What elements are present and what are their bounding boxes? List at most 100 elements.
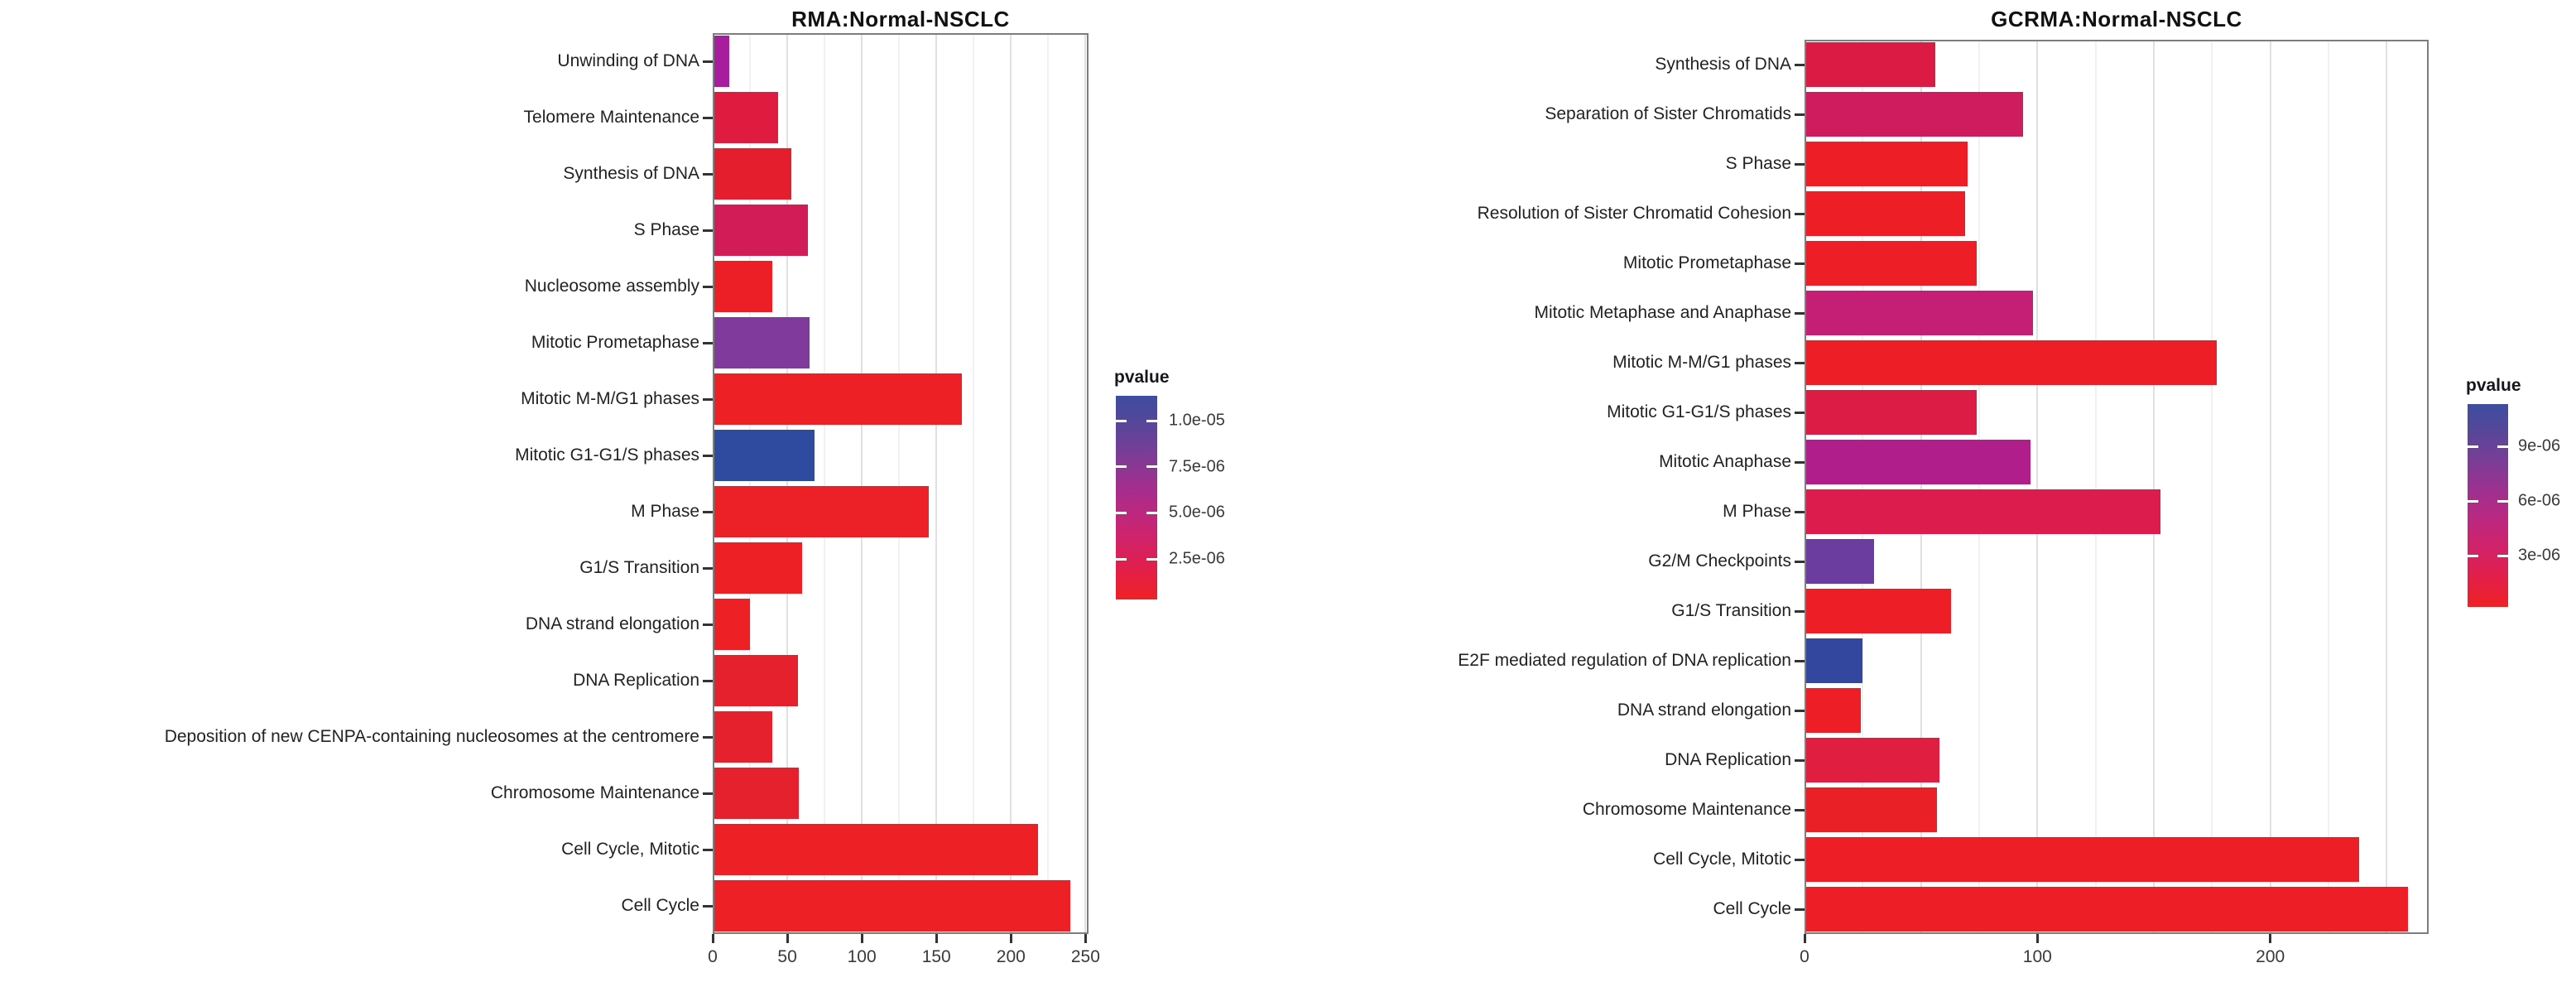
category-label: Synthesis of DNA [1655,55,1791,74]
y-axis-tick [703,172,713,176]
y-axis-tick [1795,212,1805,215]
y-axis-tick [1795,63,1805,66]
gridline-minor [1978,40,1980,934]
chart-title-left: RMA:Normal-NSCLC [791,7,1010,31]
bar [1805,291,2033,335]
category-label: Chromosome Maintenance [490,783,699,802]
legend-tick-label: 5.0e-06 [1169,503,1225,522]
bar [713,430,815,481]
x-axis-tick [1009,934,1012,943]
bar [1805,688,1861,733]
category-label: Cell Cycle [621,896,699,915]
bar [713,261,773,312]
legend-tick-notch [1116,511,1127,514]
category-label: S Phase [633,220,699,239]
y-axis-tick [703,566,713,570]
bar [1805,638,1863,683]
x-axis-tick [860,934,863,943]
gridline-major [786,33,789,934]
bar [713,373,962,425]
y-axis-tick [703,848,713,851]
legend-tick-notch [2468,554,2478,557]
bar [1805,837,2359,882]
bar [713,486,930,537]
category-label: G2/M Checkpoints [1648,551,1791,571]
gridline-major [2153,40,2155,934]
gridline-major [935,33,938,934]
gridline-major [2036,40,2039,934]
y-axis-tick [703,792,713,795]
bar [1805,390,1978,435]
category-label: Mitotic M-M/G1 phases [1612,353,1791,372]
x-axis-tick [1803,934,1806,943]
y-axis-tick [703,397,713,401]
y-axis-tick [1795,858,1805,861]
y-axis-tick [703,60,713,63]
bar [1805,92,2024,137]
gridline-major [2386,40,2388,934]
y-axis-tick [703,116,713,119]
y-axis-tick [703,285,713,288]
gridline-minor [973,33,975,934]
bar [713,317,810,368]
x-axis-tick-label: 200 [996,947,1026,966]
y-axis-tick [1795,510,1805,513]
gridline-minor [2094,40,2097,934]
x-axis-tick [786,934,789,943]
x-axis-tick-label: 250 [1070,947,1100,966]
x-axis-tick [935,934,938,943]
legend-tick-label: 2.5e-06 [1169,549,1225,568]
legend-tick-notch [2497,445,2508,448]
y-axis-tick [1795,560,1805,563]
x-axis-tick-label: 150 [921,947,951,966]
bar [1805,489,2161,534]
bar [713,205,809,256]
category-label: Cell Cycle, Mitotic [1653,850,1791,869]
category-label: Mitotic Metaphase and Anaphase [1534,303,1791,322]
bar [1805,142,1968,186]
legend-tick-notch [2497,499,2508,503]
category-label: G1/S Transition [579,558,699,577]
category-label: Cell Cycle, Mitotic [561,840,699,859]
gridline-minor [2211,40,2213,934]
gridline-minor [898,33,901,934]
category-label: Cell Cycle [1713,899,1791,918]
x-axis-tick-label: 100 [847,947,877,966]
y-axis-tick [1795,411,1805,414]
legend-colorbar [1116,396,1157,599]
bar [1805,340,2217,385]
y-axis-tick [1795,659,1805,662]
bar [1805,42,1935,87]
chart-title-right: GCRMA:Normal-NSCLC [1991,7,2242,31]
y-axis-tick [703,679,713,682]
category-label: Mitotic Prometaphase [531,333,699,352]
gridline-major [1920,40,1922,934]
gridline-minor [2328,40,2330,934]
legend-tick-notch [1146,419,1157,422]
legend-tick-label: 9e-06 [2518,436,2561,455]
y-axis-tick [703,735,713,739]
x-axis-tick [711,934,714,943]
gridline-minor [824,33,826,934]
category-label: M Phase [1723,502,1791,521]
y-axis-tick [1795,113,1805,116]
y-axis-tick [703,229,713,232]
legend-tick-notch [1116,557,1127,561]
bar [713,711,773,763]
y-axis-tick [1795,311,1805,315]
y-axis-tick [1795,808,1805,811]
y-axis-tick [1795,460,1805,464]
x-axis-tick-label: 0 [1800,947,1809,966]
category-label: Chromosome Maintenance [1582,800,1791,819]
bar [713,36,729,87]
category-label: Telomere Maintenance [523,108,699,127]
x-axis-tick-label: 100 [2022,947,2052,966]
plot-panel [1805,40,2429,934]
x-axis-tick [1084,934,1087,943]
category-label: DNA strand elongation [525,614,699,633]
category-label: S Phase [1725,154,1791,173]
legend-tick-notch [1146,465,1157,469]
y-axis-tick [1795,758,1805,762]
y-axis-tick [1795,262,1805,265]
gridline-major [1084,33,1087,934]
